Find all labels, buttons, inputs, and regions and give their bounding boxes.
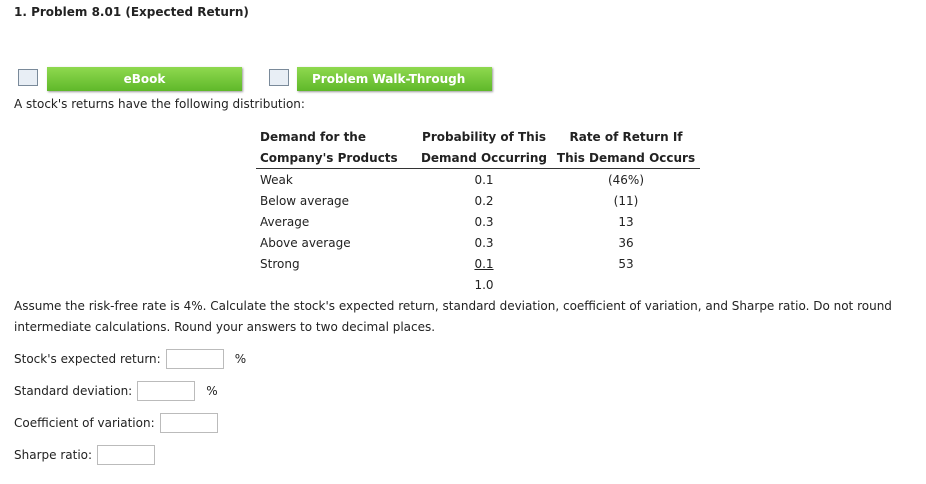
table-header: Company's Products bbox=[256, 147, 416, 169]
field-label: Coefficient of variation: bbox=[14, 416, 155, 430]
answer-field: Sharpe ratio: bbox=[14, 445, 156, 465]
table-cell: 36 bbox=[618, 235, 634, 250]
table-cell: Average bbox=[260, 214, 310, 229]
table-cell: (11) bbox=[613, 193, 639, 208]
field-unit: % bbox=[206, 384, 218, 398]
ebook-icon[interactable] bbox=[18, 69, 38, 86]
table-cell: 13 bbox=[618, 214, 634, 229]
table-cell: 53 bbox=[618, 256, 634, 271]
table-header: Demand for the bbox=[260, 129, 366, 144]
distribution-table: Demand for the Probability of This Rate … bbox=[256, 126, 700, 295]
problem-title: 1. Problem 8.01 (Expected Return) bbox=[14, 5, 249, 19]
field-label: Sharpe ratio: bbox=[14, 448, 93, 462]
field-label: Stock's expected return: bbox=[14, 352, 161, 366]
table-row: Strong 0.1 53 bbox=[256, 253, 700, 274]
answer-field: Coefficient of variation: bbox=[14, 413, 218, 433]
table-header: Probability of This bbox=[422, 129, 546, 144]
field-label: Standard deviation: bbox=[14, 384, 133, 398]
ebook-button[interactable]: eBook bbox=[47, 67, 242, 91]
table-row: Average 0.3 13 bbox=[256, 211, 700, 232]
answer-field: Standard deviation:% bbox=[14, 381, 218, 401]
instructions: Assume the risk-free rate is 4%. Calcula… bbox=[14, 299, 892, 334]
table-cell: Below average bbox=[260, 193, 350, 208]
intro-text: A stock's returns have the following dis… bbox=[14, 97, 305, 111]
table-cell: Strong bbox=[260, 256, 300, 271]
table-row: Below average 0.2 (11) bbox=[256, 190, 700, 211]
table-header: This Demand Occurs bbox=[552, 147, 700, 169]
table-row: Weak 0.1 (46%) bbox=[256, 169, 700, 191]
answer-input[interactable] bbox=[165, 349, 224, 369]
table-cell: 0.3 bbox=[474, 214, 494, 229]
table-cell: 0.3 bbox=[474, 235, 494, 250]
table-cell: 0.1 bbox=[474, 256, 494, 271]
table-cell: Weak bbox=[260, 172, 293, 187]
table-cell: (46%) bbox=[607, 172, 645, 187]
table-header: Rate of Return If bbox=[569, 129, 683, 144]
answer-input[interactable] bbox=[137, 381, 196, 401]
field-unit: % bbox=[234, 352, 247, 366]
table-row: Above average 0.3 36 bbox=[256, 232, 700, 253]
answer-field: Stock's expected return:% bbox=[14, 349, 246, 369]
table-cell: 0.2 bbox=[474, 193, 494, 208]
walkthrough-icon[interactable] bbox=[269, 69, 289, 86]
probability-total: 1.0 bbox=[474, 277, 494, 292]
table-cell: 0.1 bbox=[474, 172, 494, 187]
walkthrough-button[interactable]: Problem Walk-Through bbox=[297, 67, 492, 91]
table-cell: Above average bbox=[260, 235, 351, 250]
answer-input[interactable] bbox=[159, 413, 218, 433]
table-header: Demand Occurring bbox=[416, 147, 552, 169]
answer-input[interactable] bbox=[97, 445, 156, 465]
